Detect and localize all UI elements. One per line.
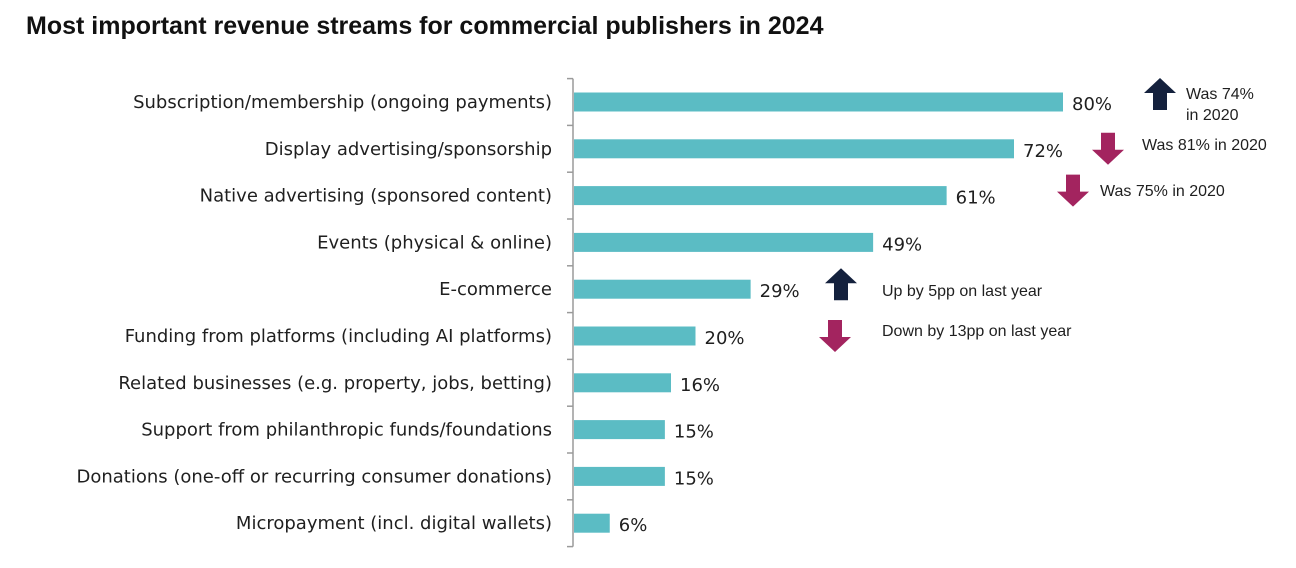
value-label: 49% <box>882 234 922 255</box>
arrow-down-icon <box>1057 174 1089 207</box>
arrow-up-icon <box>1144 78 1176 110</box>
change-annotation: Was 74% <box>1186 86 1254 103</box>
bar <box>574 420 665 440</box>
category-label: Micropayment (incl. digital wallets) <box>236 513 552 534</box>
bar <box>574 139 1014 159</box>
category-label: Funding from platforms (including AI pla… <box>125 326 552 347</box>
bar <box>574 326 696 346</box>
bar <box>574 466 665 486</box>
value-label: 6% <box>619 515 648 536</box>
change-annotation: Down by 13pp on last year <box>882 323 1072 340</box>
bar <box>574 373 671 393</box>
bar <box>574 92 1063 112</box>
change-annotation: in 2020 <box>1186 107 1239 124</box>
category-label: Support from philanthropic funds/foundat… <box>141 420 552 441</box>
value-label: 20% <box>705 328 745 349</box>
arrow-down-icon <box>1092 132 1124 165</box>
category-label: Subscription/membership (ongoing payment… <box>133 92 552 113</box>
value-label: 61% <box>956 188 996 209</box>
category-label: Donations (one-off or recurring consumer… <box>76 466 552 487</box>
category-label: Display advertising/sponsorship <box>265 139 552 160</box>
bar <box>574 513 610 533</box>
category-label: Events (physical & online) <box>317 232 552 253</box>
chart-title: Most important revenue streams for comme… <box>26 12 824 40</box>
change-annotation: Was 75% in 2020 <box>1100 183 1225 200</box>
change-annotation: Up by 5pp on last year <box>882 283 1043 300</box>
category-label: E-commerce <box>439 279 552 300</box>
category-label: Native advertising (sponsored content) <box>200 186 552 207</box>
value-label: 72% <box>1023 141 1063 162</box>
bar <box>574 232 874 252</box>
value-label: 80% <box>1072 94 1112 115</box>
value-label: 16% <box>680 375 720 396</box>
value-label: 15% <box>674 468 714 489</box>
arrow-down-icon <box>819 320 851 352</box>
arrow-up-icon <box>825 268 857 301</box>
category-label: Related businesses (e.g. property, jobs,… <box>118 373 552 394</box>
bar <box>574 186 947 206</box>
change-annotation: Was 81% in 2020 <box>1142 137 1267 154</box>
value-label: 29% <box>760 281 800 302</box>
value-label: 15% <box>674 422 714 443</box>
bar <box>574 279 751 299</box>
